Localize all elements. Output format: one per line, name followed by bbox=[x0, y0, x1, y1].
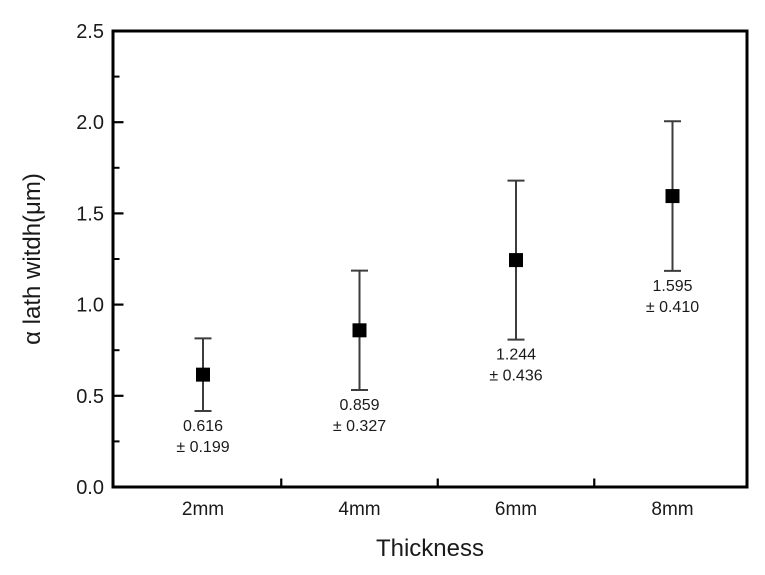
square-marker bbox=[509, 253, 523, 268]
annotation-error: ± 0.436 bbox=[489, 368, 542, 385]
x-tick-label-2mm: 2mm bbox=[182, 499, 224, 520]
data-point-4mm: 0.859 ± 0.327 bbox=[333, 269, 386, 435]
y-tick-label: 2.5 bbox=[76, 21, 104, 43]
y-tick-label: 1.5 bbox=[76, 203, 104, 225]
data-point-8mm: 1.595 ± 0.410 bbox=[646, 120, 699, 316]
square-marker bbox=[665, 189, 680, 204]
data-point-2mm: 0.616 ± 0.199 bbox=[176, 337, 230, 456]
x-tick-label-6mm: 6mm bbox=[495, 499, 537, 520]
x-tick-label-4mm: 4mm bbox=[338, 499, 380, 520]
y-tick-label: 0.0 bbox=[76, 477, 104, 499]
data-point-6mm: 1.244 ± 0.436 bbox=[489, 179, 543, 385]
annotation-value: 0.616 bbox=[183, 418, 223, 435]
annotation-error: ± 0.410 bbox=[646, 299, 699, 316]
y-tick-label: 1.0 bbox=[76, 295, 104, 317]
y-tick-label: 0.5 bbox=[76, 386, 104, 408]
annotation-value: 1.244 bbox=[496, 347, 536, 364]
square-marker bbox=[352, 323, 367, 338]
square-marker bbox=[196, 367, 210, 382]
annotation-value: 0.859 bbox=[339, 397, 379, 414]
y-axis-title: α lath witdh(μm) bbox=[19, 173, 46, 345]
y-tick-label: 2.0 bbox=[76, 112, 104, 134]
plot-border bbox=[111, 29, 749, 489]
x-axis-title: Thickness bbox=[376, 535, 484, 562]
annotation-error: ± 0.327 bbox=[333, 418, 386, 435]
annotation-value: 1.595 bbox=[652, 278, 692, 295]
x-tick-label-8mm: 8mm bbox=[651, 499, 693, 520]
annotation-error: ± 0.199 bbox=[176, 439, 229, 456]
